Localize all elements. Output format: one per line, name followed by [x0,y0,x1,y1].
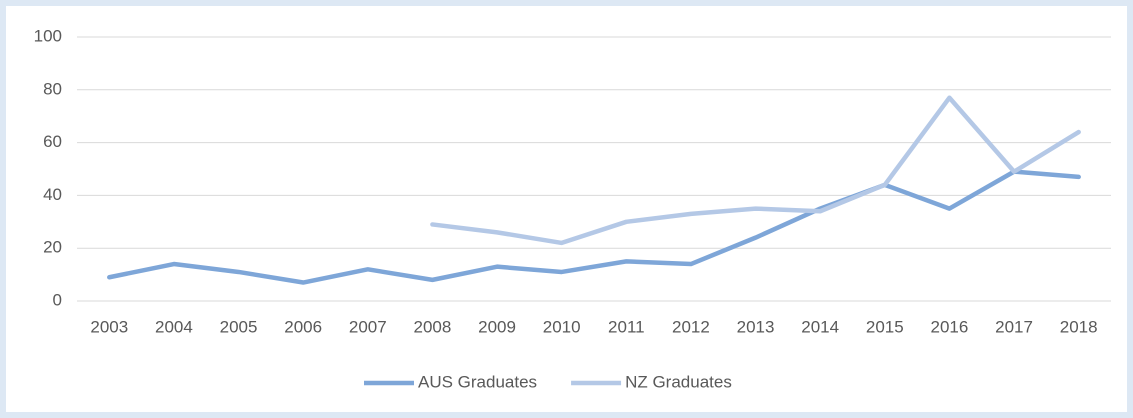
x-tick-label: 2007 [349,317,387,336]
series-line [107,169,1081,285]
y-tick-label: 80 [43,79,62,98]
x-tick-label: 2010 [543,317,581,336]
x-tick-label: 2018 [1060,317,1098,336]
y-tick-label: 60 [43,132,62,151]
x-tick-label: 2008 [414,317,452,336]
y-tick-label: 40 [43,185,62,204]
x-tick-label: 2013 [737,317,775,336]
y-tick-label: 20 [43,238,62,257]
y-tick-label: 0 [53,290,62,309]
legend-label: NZ Graduates [625,372,732,391]
legend-label: AUS Graduates [418,372,537,391]
x-tick-label: 2015 [866,317,904,336]
chart: 0 20 40 60 80 100 2003 2004 2005 2006 2007 2008 2009… [6,6,1127,412]
x-tick-label: 2017 [995,317,1033,336]
series-line [430,95,1081,246]
x-tick-label: 2016 [931,317,969,336]
x-tick-label: 2005 [220,317,258,336]
x-tick-label: 2011 [608,317,645,336]
x-tick-label: 2003 [90,317,128,336]
x-tick-label: 2012 [672,317,710,336]
x-tick-label: 2014 [801,317,839,336]
x-tick-label: 2009 [478,317,516,336]
x-tick-label: 2004 [155,317,193,336]
x-tick-label: 2006 [284,317,322,336]
y-tick-label: 100 [34,26,62,45]
